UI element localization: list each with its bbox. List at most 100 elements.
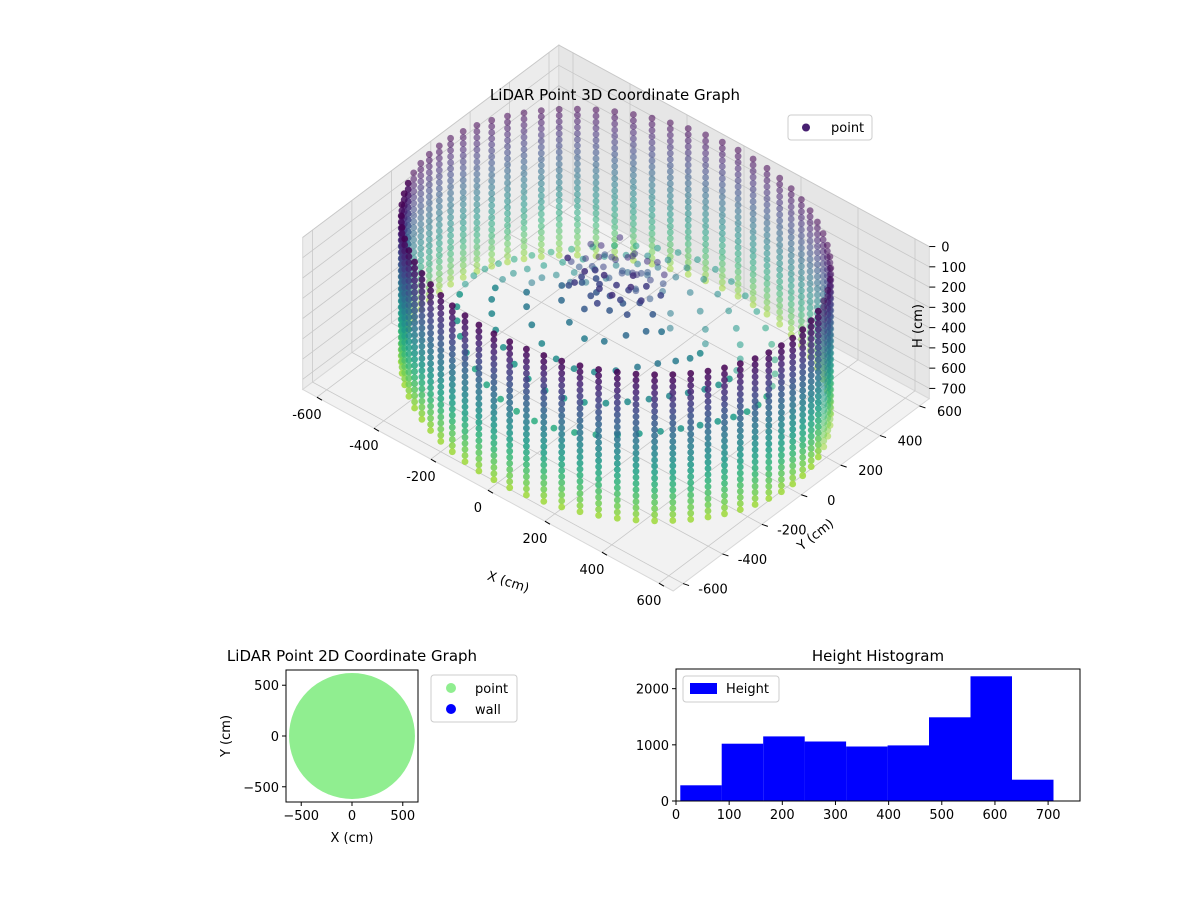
- data-point: [749, 265, 757, 272]
- data-point: [488, 141, 496, 149]
- data-point: [448, 302, 456, 310]
- data-point: [459, 267, 467, 275]
- data-point: [447, 220, 454, 227]
- data-point: [799, 338, 807, 346]
- data-point: [799, 441, 807, 449]
- data-point: [694, 256, 701, 263]
- data-point: [721, 504, 728, 512]
- legend: point: [787, 114, 873, 141]
- data-point: [447, 159, 454, 167]
- data-point: [644, 252, 651, 260]
- data-point: [814, 362, 822, 370]
- data-point: [814, 230, 821, 238]
- grid-line-x: [373, 83, 631, 429]
- data-point: [417, 220, 425, 228]
- data-point: [789, 340, 797, 348]
- data-point: [437, 419, 445, 427]
- data-point: [504, 203, 511, 211]
- data-point: [776, 296, 784, 304]
- data-point: [749, 216, 757, 224]
- data-point: [718, 144, 726, 152]
- data-point: [721, 449, 728, 457]
- data-point: [787, 319, 795, 326]
- data-point: [418, 415, 426, 423]
- data-point: [558, 282, 566, 289]
- data-point: [613, 496, 621, 504]
- data-point: [435, 227, 443, 235]
- data-point: [523, 491, 530, 499]
- data-point: [798, 287, 805, 295]
- data-point: [448, 308, 456, 316]
- data-point: [669, 505, 677, 512]
- data-point: [704, 379, 712, 387]
- data-point: [751, 416, 759, 423]
- data-point: [591, 266, 599, 274]
- data-point: [611, 211, 619, 219]
- data-point: [473, 164, 481, 172]
- data-point: [807, 341, 815, 349]
- data-point: [459, 127, 467, 135]
- data-point: [814, 453, 822, 461]
- data-point: [704, 471, 712, 478]
- data-point: [704, 495, 712, 503]
- data-point: [617, 296, 624, 304]
- data-point: [734, 292, 742, 300]
- z-tick-label: 300: [941, 301, 966, 316]
- data-point: [776, 223, 784, 231]
- data-point: [574, 221, 581, 229]
- data-point: [417, 257, 425, 264]
- data-point: [736, 390, 744, 398]
- data-point: [806, 268, 814, 275]
- data-point: [820, 388, 828, 396]
- data-point: [611, 126, 619, 134]
- histogram-bar: [680, 785, 722, 801]
- data-point: [765, 464, 773, 472]
- data-point: [765, 397, 773, 405]
- data-point: [506, 453, 514, 461]
- y-tick: [682, 583, 690, 587]
- data-point: [778, 366, 785, 374]
- legend-box: [787, 114, 873, 141]
- data-point: [721, 510, 728, 518]
- data-point: [648, 163, 656, 171]
- data-point: [798, 220, 805, 228]
- data-point: [473, 237, 481, 245]
- data-point: [490, 330, 498, 338]
- data-point: [540, 376, 548, 384]
- data-point: [488, 238, 496, 246]
- data-point: [823, 241, 831, 249]
- data-point: [736, 463, 744, 471]
- legend-marker: [690, 683, 717, 694]
- data-point: [581, 268, 589, 275]
- data-point: [595, 512, 602, 519]
- data-point: [798, 214, 805, 222]
- data-point: [630, 141, 637, 149]
- data-point: [651, 432, 658, 439]
- data-point: [763, 310, 771, 318]
- y-tick-label: 2000: [636, 683, 669, 698]
- data-point: [574, 117, 581, 125]
- data-point: [404, 185, 412, 193]
- x-tick-label: -400: [349, 439, 379, 454]
- data-point: [827, 264, 835, 272]
- data-point: [437, 334, 445, 342]
- data-point: [611, 229, 619, 237]
- data-point: [435, 160, 443, 168]
- x-tick: [601, 551, 608, 556]
- data-point: [669, 371, 677, 378]
- data-point: [447, 153, 454, 160]
- data-point: [410, 193, 418, 201]
- data-point: [648, 230, 656, 238]
- data-point: [574, 209, 581, 216]
- data-point: [459, 134, 467, 141]
- data-point: [611, 187, 619, 195]
- data-point: [721, 407, 728, 414]
- y-tick-label: 0: [271, 730, 279, 745]
- data-point: [592, 155, 600, 163]
- data-point: [592, 136, 600, 144]
- data-point: [732, 324, 740, 332]
- data-point: [669, 377, 677, 385]
- data-point: [576, 459, 584, 467]
- data-point: [488, 244, 496, 252]
- data-point: [704, 440, 712, 448]
